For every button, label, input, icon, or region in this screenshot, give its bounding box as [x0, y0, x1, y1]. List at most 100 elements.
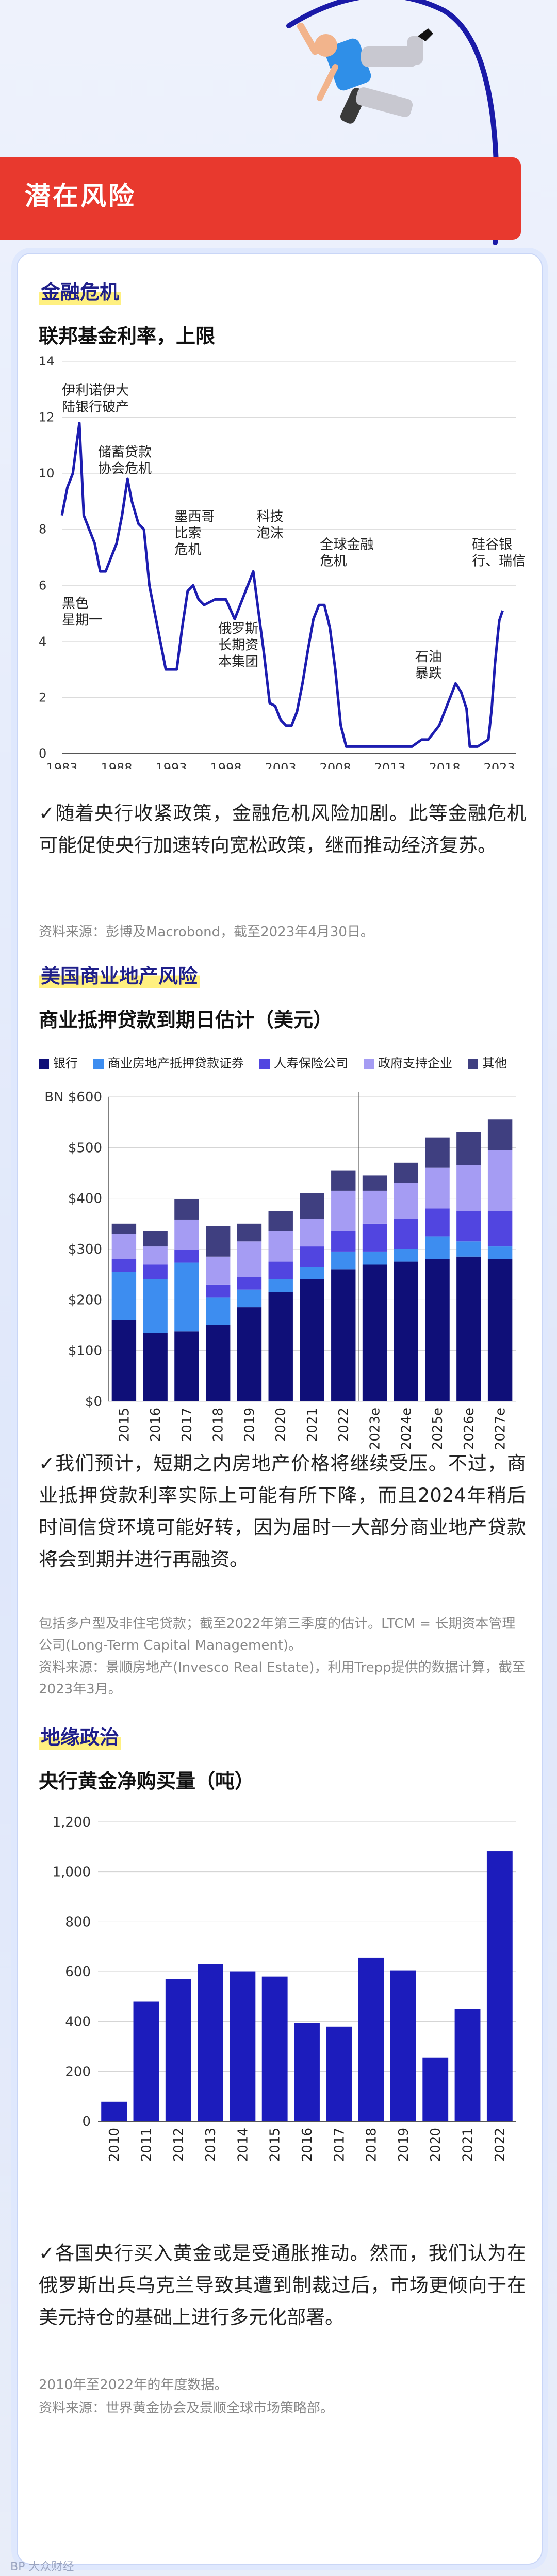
bar-segment [425, 1236, 450, 1259]
bar-segment [487, 1150, 513, 1211]
legend-item: 其他 [468, 1053, 507, 1071]
x-tick-label: 1998 [210, 761, 242, 769]
gold-bar [358, 1957, 384, 2121]
x-tick-label: 2008 [320, 761, 351, 769]
bar-segment [205, 1284, 231, 1298]
bar-segment [174, 1219, 199, 1250]
bar-segment [487, 1211, 513, 1247]
gold-bar [422, 2057, 449, 2121]
bar-segment [205, 1226, 231, 1257]
y-tick-label: 1,200 [53, 1815, 91, 1830]
legend-swatch [93, 1059, 104, 1069]
bar-segment [331, 1269, 356, 1401]
content-card [17, 253, 543, 2565]
bar-segment [174, 1262, 199, 1332]
bar-segment [237, 1223, 262, 1242]
legend-label: 其他 [482, 1056, 507, 1070]
legend-label: 银行 [53, 1056, 78, 1070]
x-tick-label: 2023 [484, 761, 515, 769]
y-tick-label: 10 [39, 466, 55, 481]
y-tick-label: 200 [65, 2064, 91, 2079]
x-tick-label: 2016 [300, 2127, 315, 2162]
y-tick-label: 8 [39, 522, 46, 537]
y-tick-label: $300 [68, 1242, 102, 1257]
section-tag-label: 金融危机 [39, 276, 122, 305]
cre-chart-legend: 银行 商业房地产抵押贷款证券 人寿保险公司 政府支持企业 其他 [39, 1053, 507, 1071]
bar-segment [394, 1261, 419, 1401]
bar-segment [331, 1190, 356, 1231]
section-tag-geopolitics: 地缘政治 [39, 1721, 122, 1750]
bar-segment [331, 1251, 356, 1270]
page-title: 潜在风险 [25, 181, 136, 211]
gold-bar [133, 2001, 159, 2121]
bar-segment [300, 1219, 324, 1247]
bar-segment [237, 1277, 262, 1290]
chart-annotation: 硅谷银行、瑞信 [472, 537, 526, 569]
bar-segment [174, 1331, 199, 1401]
legend-item: 商业房地产抵押贷款证券 [93, 1053, 244, 1071]
x-tick-label: 2018 [429, 761, 461, 769]
bar-segment [456, 1165, 481, 1211]
gold-bar [198, 1964, 223, 2121]
section-tag-financial-crisis: 金融危机 [39, 276, 122, 305]
y-tick-label: 14 [39, 354, 55, 369]
x-tick-label: 2020 [273, 1407, 289, 1442]
bar-segment [362, 1223, 387, 1252]
gold-bar [101, 2101, 127, 2121]
bar-segment [174, 1199, 199, 1220]
bar-segment [394, 1162, 419, 1183]
chart-annotation: 储蓄贷款协会危机 [98, 445, 152, 477]
bar-segment [143, 1279, 168, 1333]
gold-bar [165, 1979, 191, 2121]
y-tick-label: $0 [85, 1394, 102, 1410]
y-tick-label: 4 [39, 634, 46, 649]
x-tick-label: 2023e [368, 1407, 383, 1450]
bar-segment [331, 1170, 356, 1191]
x-tick-label: 2015 [117, 1407, 132, 1442]
header-banner [0, 157, 521, 240]
financial-crisis-paragraph: ✓随着央行收紧政策，金融危机风险加剧。此等金融危机可能促使央行加速转向宽松政策，… [39, 802, 526, 856]
bar-segment [111, 1320, 137, 1401]
legend-item: 政府支持企业 [364, 1053, 452, 1071]
x-tick-label: 2019 [242, 1407, 257, 1442]
gold-bar [486, 1851, 513, 2121]
bar-segment [143, 1333, 168, 1401]
y-tick-label: 0 [82, 2114, 91, 2130]
bar-segment [394, 1249, 419, 1262]
legend-swatch [468, 1059, 478, 1069]
y-tick-label: 1,000 [53, 1865, 91, 1880]
bar-segment [268, 1231, 293, 1262]
x-tick-label: 2013 [374, 761, 406, 769]
bar-segment [143, 1231, 168, 1247]
bar-segment [111, 1223, 137, 1234]
chart-annotation: 石油暴跌 [415, 649, 442, 681]
x-tick-label: 2003 [265, 761, 297, 769]
gold-bar [261, 1976, 288, 2121]
chart-annotation: 科技泡沫 [256, 509, 283, 541]
chart-annotation: 伊利诺伊大陆银行破产 [62, 383, 129, 415]
bar-segment [487, 1246, 513, 1259]
fed-funds-rate-chart: 0 2 4 6 8 10 12 14 1983 1988 1993 1998 2003 2008 2013 2… [39, 354, 526, 769]
section-tag-label: 地缘政治 [39, 1721, 122, 1750]
legend-item: 银行 [39, 1053, 78, 1071]
x-tick-label: 2015 [268, 2127, 283, 2162]
bar-segment [268, 1261, 293, 1279]
bar-segment [174, 1250, 199, 1263]
cre-maturities-chart: $0 $100 $200 $300 $400 $500 BN $600 2015 2016 201… [44, 1090, 516, 1450]
bar-segment [456, 1132, 481, 1165]
x-tick-label: 2024e [399, 1407, 414, 1450]
x-tick-label: 2022 [336, 1407, 352, 1442]
x-tick-label: 2016 [148, 1407, 163, 1442]
bar-segment [362, 1190, 387, 1224]
bar-segment [331, 1231, 356, 1252]
x-tick-label: 2020 [428, 2127, 444, 2162]
bar-segment [394, 1219, 419, 1249]
gold-bar [390, 1970, 416, 2121]
y-tick-label: $100 [68, 1343, 102, 1359]
watermark: BP 大众财经 [10, 2561, 74, 2573]
bar-segment [425, 1259, 450, 1401]
bar-segment [237, 1241, 262, 1277]
y-tick-label: 6 [39, 578, 46, 593]
y-tick-label: 0 [39, 746, 46, 761]
bar-segment [300, 1246, 324, 1267]
